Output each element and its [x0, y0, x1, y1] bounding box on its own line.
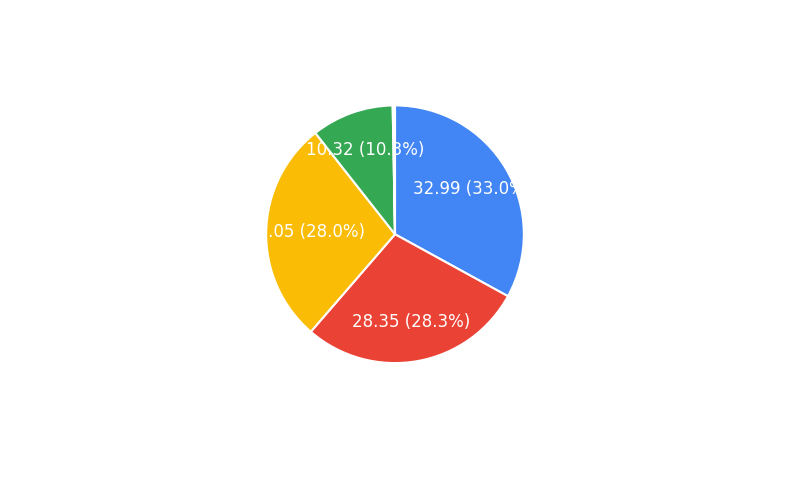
Text: 32.99 (33.0%): 32.99 (33.0%): [412, 180, 531, 198]
Wedge shape: [395, 105, 524, 296]
Text: 28.35 (28.3%): 28.35 (28.3%): [352, 313, 470, 331]
Wedge shape: [394, 105, 395, 234]
Wedge shape: [315, 105, 395, 234]
Wedge shape: [310, 234, 508, 363]
Text: 28.05 (28.0%): 28.05 (28.0%): [246, 223, 365, 241]
Text: 10.32 (10.3%): 10.32 (10.3%): [306, 141, 424, 159]
Wedge shape: [266, 133, 395, 332]
Wedge shape: [393, 105, 395, 234]
